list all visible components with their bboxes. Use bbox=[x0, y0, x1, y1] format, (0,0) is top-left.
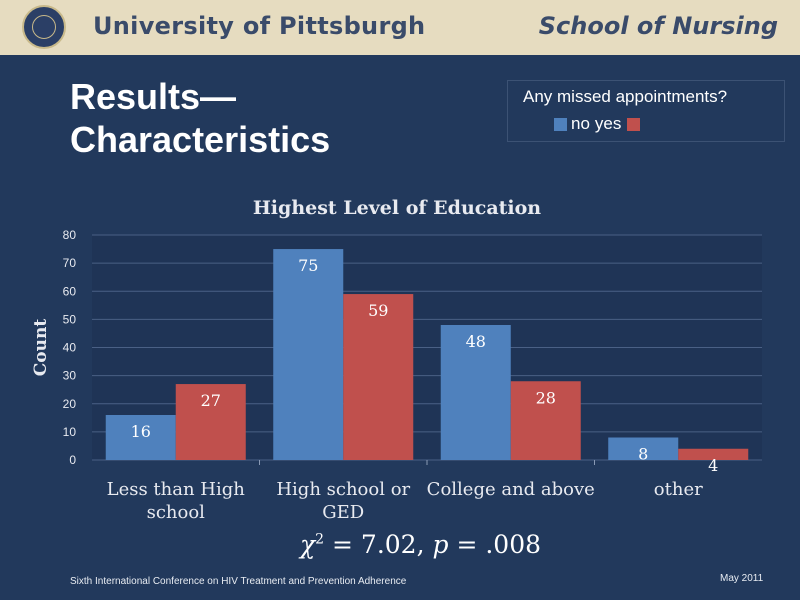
university-seal-icon bbox=[22, 5, 66, 49]
bar-value-label: 75 bbox=[298, 256, 318, 275]
bar-yes bbox=[678, 448, 749, 460]
bar-value-label: 4 bbox=[708, 456, 718, 475]
y-tick-label: 0 bbox=[69, 453, 76, 467]
bar-yes bbox=[175, 384, 246, 460]
bar-no bbox=[608, 437, 679, 460]
chart-legend: Any missed appointments? no yes bbox=[507, 80, 785, 142]
chi-exponent: 2 bbox=[315, 531, 325, 548]
school-name: School of Nursing bbox=[538, 12, 778, 40]
x-category-label: Less than High bbox=[107, 479, 246, 500]
legend-label-yes: yes bbox=[594, 114, 622, 133]
x-category-label: other bbox=[654, 479, 703, 500]
y-tick-label: 30 bbox=[63, 369, 77, 383]
slide-title-line2: Characteristics bbox=[70, 119, 331, 160]
slide-title-line1: Results— bbox=[70, 76, 237, 117]
y-tick-label: 10 bbox=[63, 425, 77, 439]
y-tick-label: 70 bbox=[63, 256, 77, 270]
bar-value-label: 8 bbox=[638, 445, 648, 464]
chart-title: Highest Level of Education bbox=[253, 197, 541, 219]
y-axis-label: Count bbox=[31, 319, 51, 377]
legend-swatch-yes bbox=[627, 117, 641, 131]
bar-value-label: 27 bbox=[201, 391, 221, 410]
footer-date: May 2011 bbox=[720, 573, 764, 584]
bar-no bbox=[273, 249, 344, 460]
x-category-label: GED bbox=[322, 502, 364, 523]
legend-title: Any missed appointments? bbox=[523, 87, 728, 106]
bar-no bbox=[440, 325, 511, 460]
bar-value-label: 48 bbox=[466, 332, 486, 351]
y-tick-label: 80 bbox=[63, 228, 77, 242]
chi-value: = 7.02, bbox=[324, 530, 433, 559]
y-tick-label: 60 bbox=[63, 284, 77, 298]
education-bar-chart: Highest Level of Education Count 0 10 20 30 40… bbox=[31, 197, 762, 523]
bar-yes bbox=[510, 381, 581, 460]
bar-no bbox=[105, 415, 176, 460]
x-category-label: College and above bbox=[427, 479, 595, 500]
p-symbol: p bbox=[432, 530, 449, 559]
chi-square-statistic: χ2 = 7.02, p = .008 bbox=[300, 530, 541, 559]
bar-value-label: 59 bbox=[368, 301, 388, 320]
university-name: University of Pittsburgh bbox=[93, 12, 426, 40]
x-category-label: school bbox=[147, 502, 206, 523]
chi-symbol: χ bbox=[300, 530, 316, 559]
slide-title: Results— Characteristics bbox=[70, 75, 330, 161]
y-tick-label: 40 bbox=[63, 341, 77, 355]
legend-swatch-no bbox=[554, 117, 567, 131]
p-value: = .008 bbox=[448, 530, 542, 559]
bar-yes bbox=[343, 294, 414, 460]
legend-label-no: no bbox=[571, 114, 590, 133]
bar-value-label: 28 bbox=[536, 388, 556, 407]
legend-row: no yes bbox=[554, 114, 641, 134]
header-banner: University of Pittsburgh School of Nursi… bbox=[0, 0, 800, 55]
y-tick-label: 50 bbox=[63, 312, 77, 326]
x-category-label: High school or bbox=[276, 479, 410, 500]
footer-conference: Sixth International Conference on HIV Tr… bbox=[70, 576, 407, 587]
bar-value-label: 16 bbox=[131, 422, 151, 441]
y-tick-label: 20 bbox=[63, 397, 77, 411]
